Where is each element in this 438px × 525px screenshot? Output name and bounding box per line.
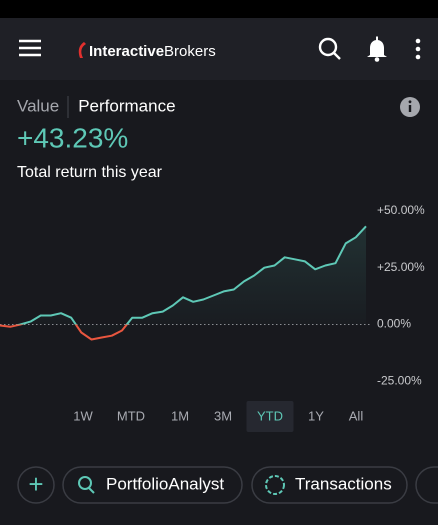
headline-caption: Total return this year	[17, 164, 163, 181]
range-button[interactable]: 1W	[73, 408, 93, 423]
tab[interactable]: Performance	[78, 96, 175, 115]
more-actions-button[interactable]	[415, 466, 438, 504]
logo-mark	[78, 42, 86, 58]
range-button[interactable]: 1Y	[308, 408, 324, 423]
menu-icon[interactable]	[19, 39, 41, 57]
y-tick-label: 0.00%	[377, 317, 411, 331]
bell-icon[interactable]	[367, 36, 387, 62]
action-label: Transactions	[295, 474, 392, 493]
range-button[interactable]: MTD	[117, 408, 145, 423]
range-button[interactable]: YTD	[257, 408, 283, 423]
transactions-button[interactable]	[251, 466, 408, 504]
status-bar	[0, 0, 438, 18]
return-line	[0, 225, 367, 341]
range-button[interactable]: 1M	[171, 408, 189, 423]
more-icon[interactable]	[415, 38, 421, 60]
app-header	[0, 18, 438, 80]
logo-regular: Brokers	[164, 43, 216, 60]
info-icon[interactable]	[400, 97, 420, 117]
portfolio-analyst-button[interactable]	[62, 466, 243, 504]
logo-bold: Interactive	[89, 43, 164, 60]
y-tick-label: +25.00%	[377, 260, 425, 274]
add-label: +	[28, 469, 43, 499]
transactions-icon	[265, 475, 285, 495]
y-tick-label: +50.00%	[377, 203, 425, 217]
logo: InteractiveBrokers	[89, 43, 216, 60]
range-selected-bg	[246, 401, 294, 432]
headline-value: +43.23%	[17, 122, 128, 153]
analyst-icon	[78, 476, 95, 494]
line-area	[0, 226, 366, 340]
add-button[interactable]	[17, 466, 55, 504]
search-icon[interactable]	[318, 37, 341, 60]
tab[interactable]: Value	[17, 96, 59, 115]
range-button[interactable]: 3M	[214, 408, 232, 423]
action-label: PortfolioAnalyst	[106, 474, 224, 493]
range-button[interactable]: All	[349, 408, 364, 423]
y-tick-label: -25.00%	[377, 374, 422, 388]
